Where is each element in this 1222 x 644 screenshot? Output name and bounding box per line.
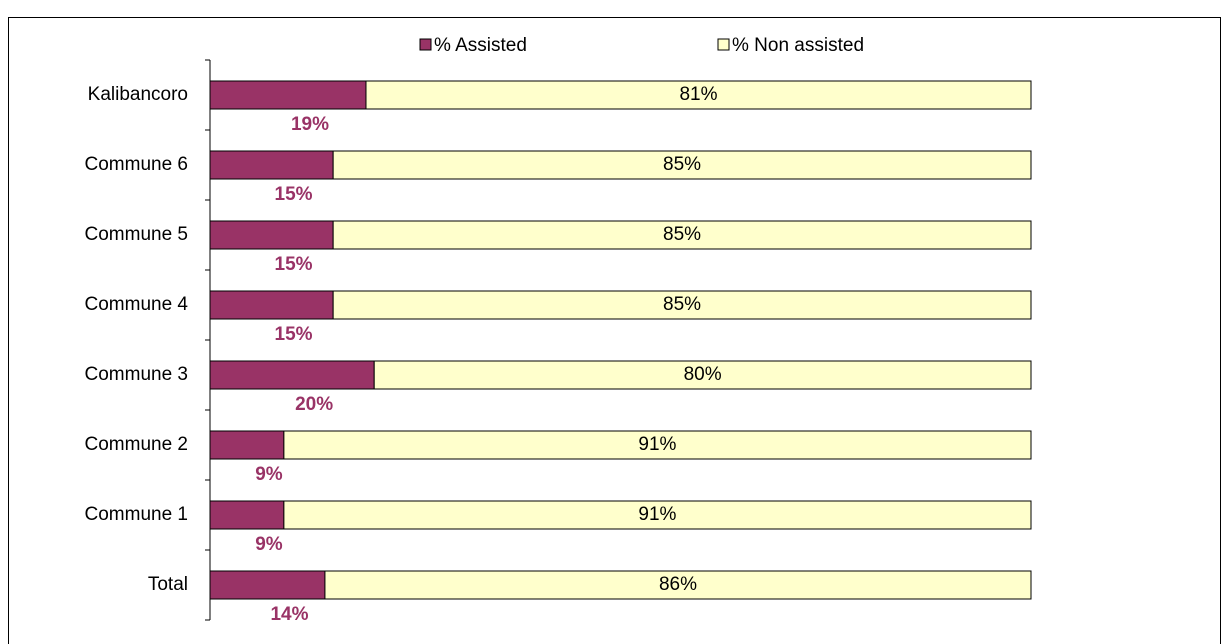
data-label: 9% [255,464,283,485]
bar-segment [365,80,1032,110]
data-label: 91% [638,504,676,525]
data-label: 85% [663,154,701,175]
data-label: 9% [255,534,283,555]
bar-segment [209,360,375,390]
bar-segment [209,430,285,460]
bar-segment [209,290,334,320]
data-label: 80% [684,364,722,385]
y-tick-label: Commune 3 [85,364,189,385]
bar-segment [209,150,334,180]
data-label: 19% [291,114,329,135]
bar-segment [373,360,1032,390]
bar-segment [209,500,285,530]
legend-label: % Assisted [434,35,527,56]
data-label: 81% [679,84,717,105]
bar-segment [209,220,334,250]
data-label: 91% [638,434,676,455]
bar-segment [283,500,1032,530]
bar-segment [209,80,367,110]
bar-segment [209,570,326,600]
legend-swatch [717,38,730,51]
y-tick-label: Kalibancoro [88,84,188,105]
y-tick-label: Commune 4 [85,294,189,315]
data-label: 15% [275,184,313,205]
y-tick-label: Total [148,574,188,595]
legend-swatch [419,38,432,51]
y-tick-label: Commune 5 [85,224,189,245]
y-tick-label: Commune 1 [85,504,189,525]
bar-segment [332,220,1032,250]
data-label: 20% [295,394,333,415]
legend-label: % Non assisted [732,35,864,56]
data-label: 86% [659,574,697,595]
bar-segment [332,290,1032,320]
data-label: 15% [275,254,313,275]
data-label: 85% [663,294,701,315]
data-label: 14% [270,604,308,625]
data-label: 85% [663,224,701,245]
data-label: 15% [275,324,313,345]
y-tick-label: Commune 6 [85,154,189,175]
bar-segment [283,430,1032,460]
bar-segment [324,570,1032,600]
bar-segment [332,150,1032,180]
y-tick-label: Commune 2 [85,434,189,455]
chart-frame [8,17,1221,644]
